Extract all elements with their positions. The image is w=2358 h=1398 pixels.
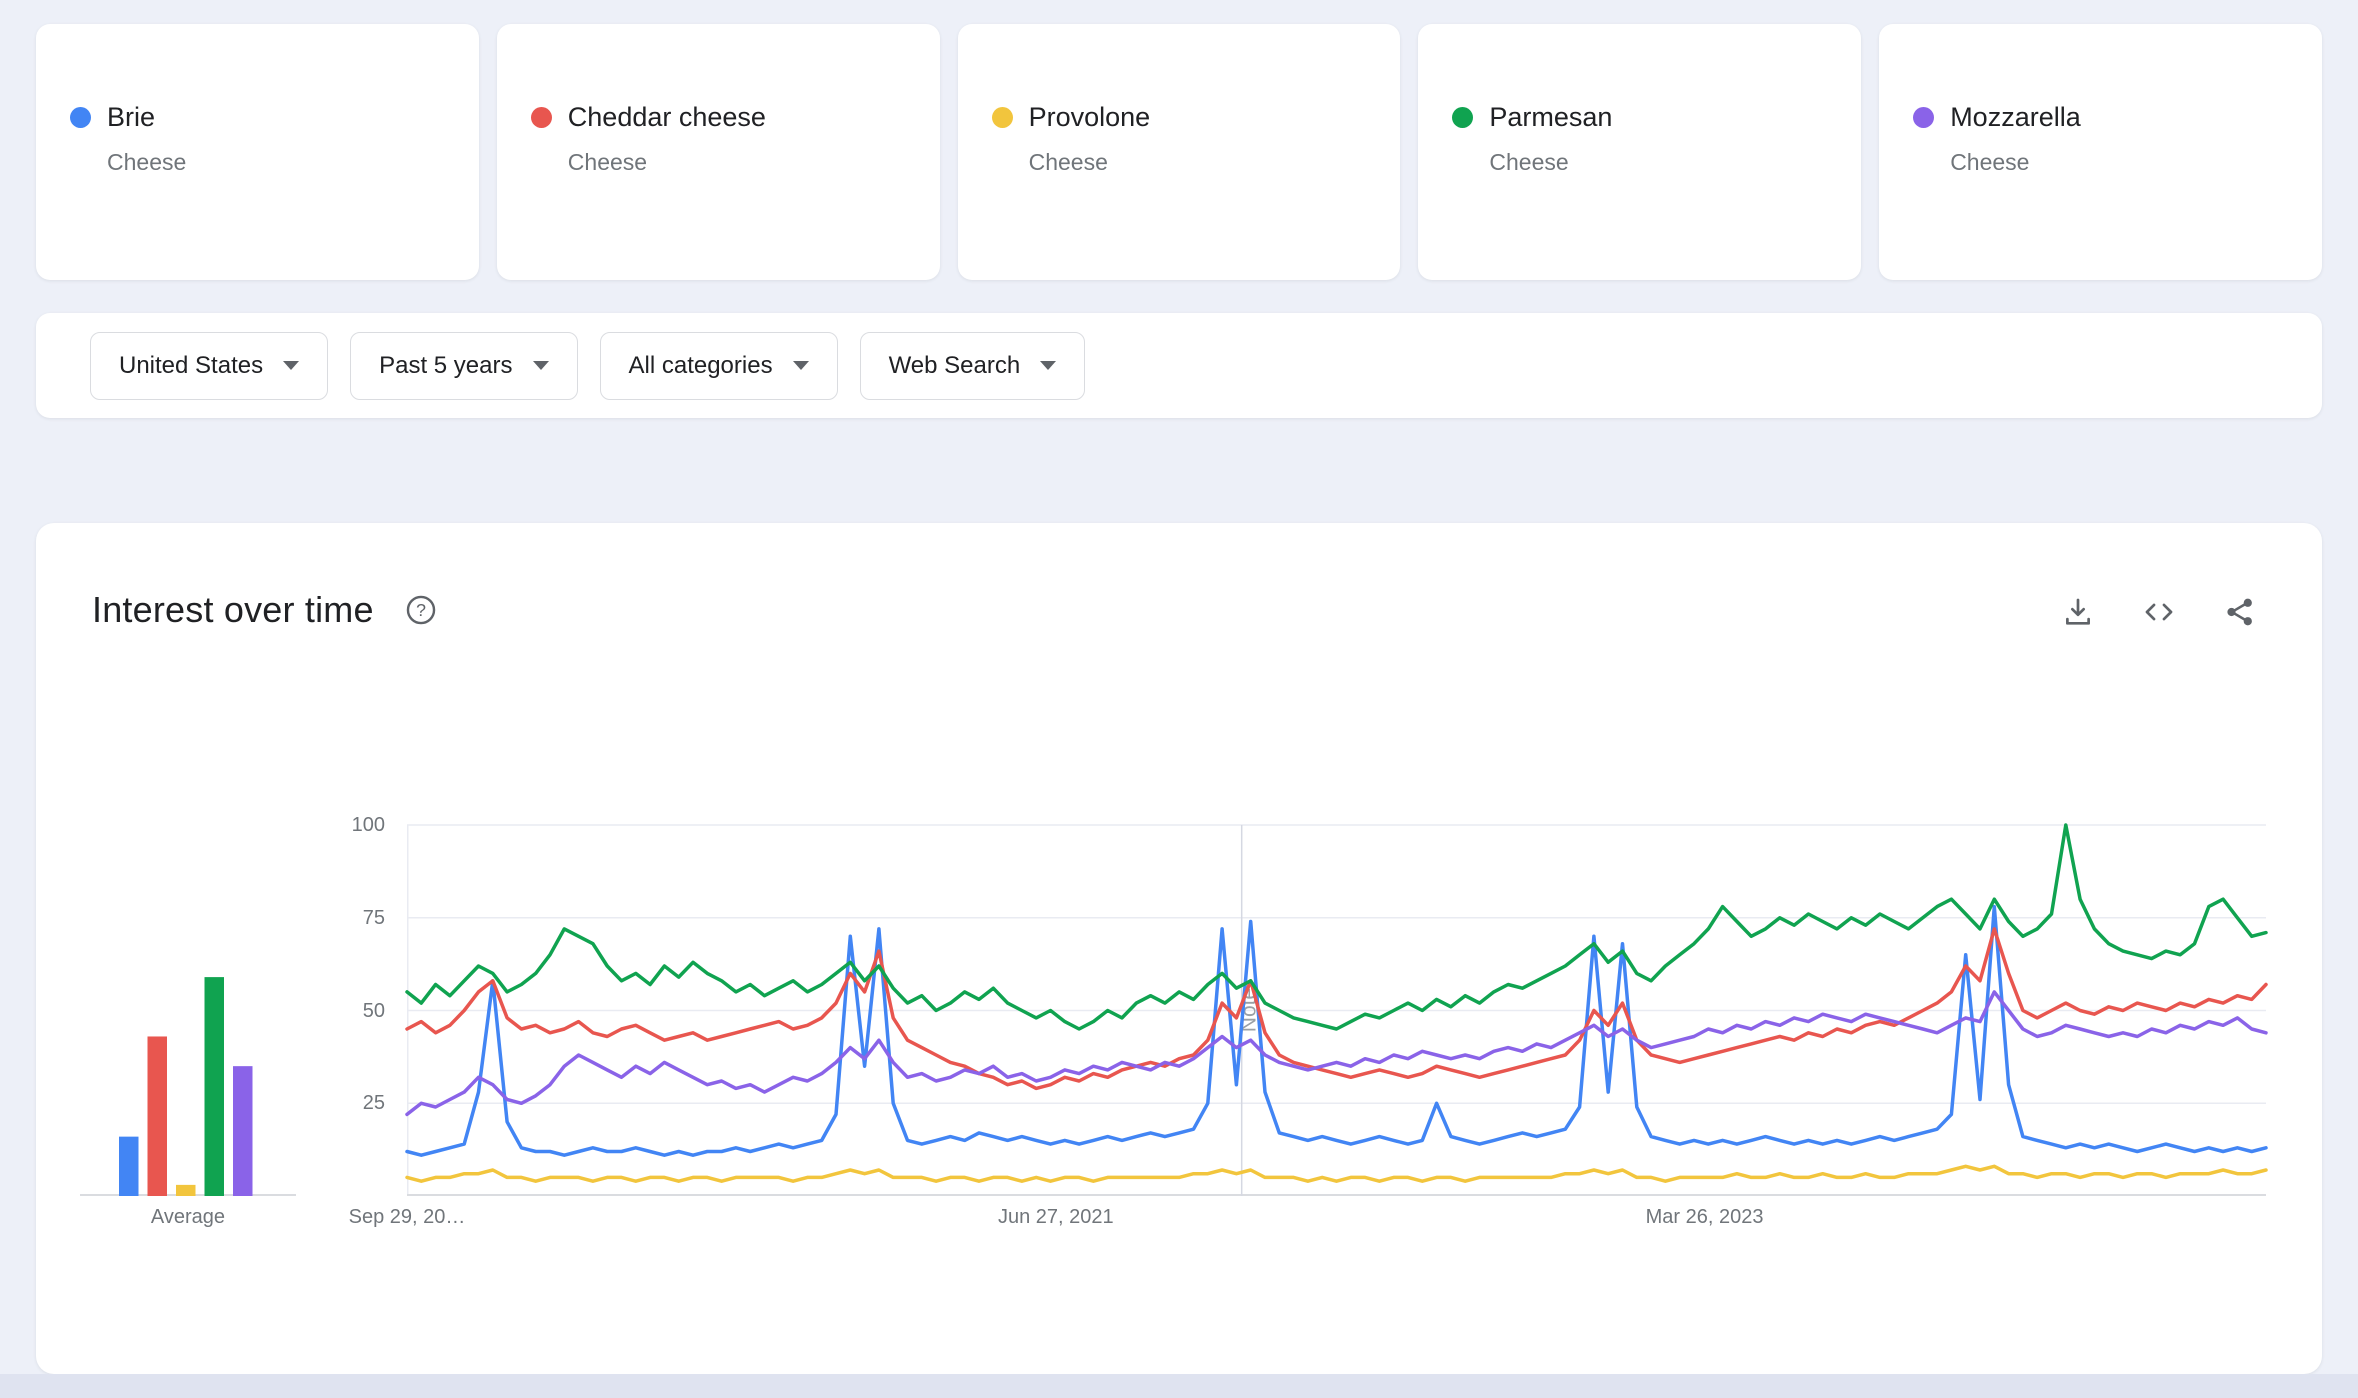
series-color-dot (1452, 107, 1474, 128)
chevron-down-icon (792, 361, 809, 370)
term-card-provolone[interactable]: Provolone Cheese (957, 24, 1401, 280)
search-type-filter-value: Web Search (888, 351, 1021, 379)
category-filter-dropdown[interactable]: All categories (599, 331, 838, 400)
x-axis-tick: Sep 29, 20… (348, 1206, 466, 1228)
chevron-down-icon (283, 361, 300, 370)
time-range-filter-value: Past 5 years (379, 351, 513, 379)
term-name: Provolone (1028, 102, 1151, 132)
help-icon[interactable]: ? (404, 593, 438, 627)
search-type-filter-dropdown[interactable]: Web Search (859, 331, 1086, 400)
series-color-dot (1913, 107, 1935, 128)
download-icon[interactable] (2061, 595, 2095, 629)
chart-actions (2061, 595, 2257, 629)
y-axis-tick: 25 (362, 1092, 385, 1115)
terms-row: Brie Cheese Cheddar cheese Cheese Provol… (0, 0, 2358, 280)
series-color-dot (991, 107, 1013, 128)
x-axis-tick: Mar 26, 2023 (1645, 1206, 1764, 1228)
category-filter-value: All categories (628, 351, 773, 379)
time-range-filter-dropdown[interactable]: Past 5 years (350, 331, 578, 400)
term-name: Mozzarella (1950, 102, 2081, 132)
term-name: Brie (107, 102, 156, 132)
region-filter-dropdown[interactable]: United States (90, 331, 329, 400)
embed-icon[interactable] (2141, 595, 2177, 629)
term-card-cheddar-cheese[interactable]: Cheddar cheese Cheese (496, 24, 940, 280)
section-title: Interest over time (92, 589, 374, 630)
region-filter-value: United States (119, 351, 264, 379)
x-axis-labels: Sep 29, 20… Jun 27, 2021 Mar 26, 2023 (349, 1206, 2266, 1236)
term-name: Cheddar cheese (567, 102, 766, 132)
series-color-dot (530, 107, 552, 128)
page-footer-strip (0, 1374, 2358, 1398)
term-name: Parmesan (1489, 102, 1613, 132)
y-axis-tick: 75 (362, 906, 385, 929)
chevron-down-icon (532, 361, 549, 370)
y-axis-tick: 50 (362, 999, 385, 1022)
term-type: Cheese (1028, 149, 1108, 175)
filter-bar: United States Past 5 years All categorie… (36, 313, 2322, 418)
svg-text:?: ? (416, 600, 426, 620)
x-axis-tick: Jun 27, 2021 (997, 1206, 1114, 1228)
interest-line-chart[interactable]: Note (405, 823, 2268, 1196)
term-type: Cheese (107, 149, 187, 175)
chevron-down-icon (1040, 361, 1057, 370)
share-icon[interactable] (2223, 595, 2257, 629)
average-label: Average (150, 1206, 226, 1228)
term-card-brie[interactable]: Brie Cheese (36, 24, 479, 280)
term-type: Cheese (567, 149, 648, 175)
y-axis-labels: 25 50 75 100 (295, 814, 385, 1196)
average-bar-chart (80, 825, 296, 1196)
interest-over-time-card: Interest over time ? (36, 523, 2322, 1374)
y-axis-tick: 100 (351, 814, 385, 836)
series-color-dot (70, 107, 91, 128)
term-card-parmesan[interactable]: Parmesan Cheese (1418, 24, 1862, 280)
term-type: Cheese (1950, 149, 2030, 175)
term-card-mozzarella[interactable]: Mozzarella Cheese (1879, 24, 2322, 280)
term-type: Cheese (1489, 149, 1569, 175)
